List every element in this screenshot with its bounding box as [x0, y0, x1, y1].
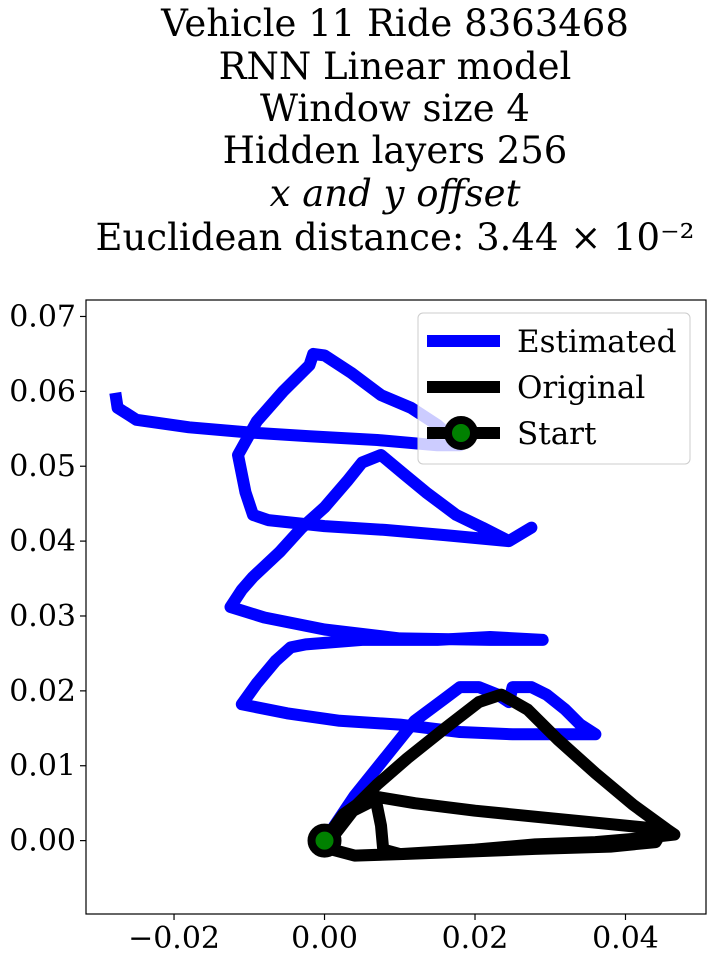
- plot-frame: [85, 299, 707, 915]
- legend-label-start: Start: [517, 416, 597, 452]
- start-layer: [307, 823, 342, 858]
- y-tick-label: 0.06: [9, 374, 76, 409]
- y-tick-label: 0.02: [9, 674, 76, 709]
- legend-swatch-start-marker: [444, 416, 478, 450]
- title-line-4: Hidden layers 256: [223, 129, 568, 172]
- title-line-2: RNN Linear model: [219, 45, 572, 88]
- legend: Estimated Original Start: [417, 312, 691, 465]
- title-line-3: Window size 4: [260, 87, 530, 130]
- y-tick-label: 0.05: [9, 449, 76, 484]
- title-line-1: Vehicle 11 Ride 8363468: [160, 2, 629, 45]
- x-tick-label: 0.04: [592, 921, 659, 956]
- y-tick-label: 0.07: [9, 299, 76, 334]
- legend-label-estimated: Estimated: [517, 324, 676, 360]
- start-marker: [307, 823, 342, 858]
- x-axis-ticks: −0.02 0.00 0.02 0.04: [128, 914, 659, 956]
- x-tick-label: −0.02: [128, 921, 220, 956]
- title-line-6: Euclidean distance: 3.44 × 10⁻²: [96, 216, 695, 259]
- x-tick-label: 0.00: [291, 921, 358, 956]
- y-tick-label: 0.00: [9, 824, 76, 859]
- y-tick-label: 0.04: [9, 524, 76, 559]
- y-tick-label: 0.01: [9, 749, 76, 784]
- legend-frame: [417, 312, 691, 465]
- y-axis-ticks: 0.00 0.01 0.02 0.03 0.04 0.05 0.06 0.07: [9, 299, 86, 859]
- chart-title: Vehicle 11 Ride 8363468 RNN Linear model…: [96, 2, 695, 259]
- x-tick-label: 0.02: [442, 921, 509, 956]
- series-estimated-line: [109, 347, 602, 844]
- title-line-5: x and y offset: [270, 172, 521, 215]
- y-tick-label: 0.03: [9, 599, 76, 634]
- legend-label-original: Original: [517, 370, 645, 406]
